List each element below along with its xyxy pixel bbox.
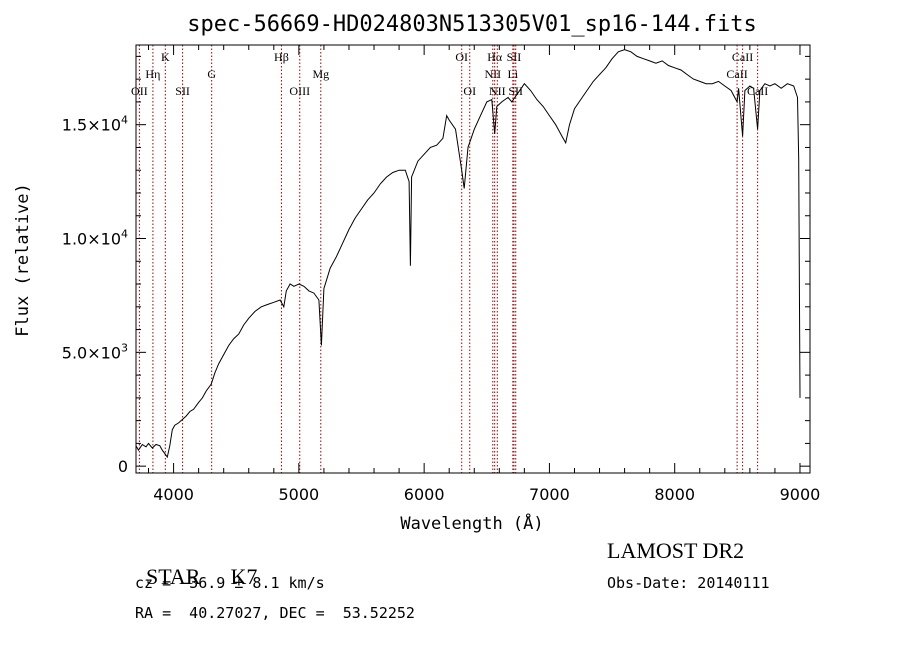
line-marker-label: SII <box>507 50 522 64</box>
line-marker-label: OIII <box>289 84 310 98</box>
line-marker-label: K <box>161 50 170 64</box>
line-marker-label: NII <box>484 67 501 81</box>
x-tick-label: 6000 <box>404 485 445 504</box>
line-marker-label: Hβ <box>274 50 289 64</box>
plot-frame <box>135 44 811 474</box>
y-axis-label: Flux (relative) <box>13 183 33 337</box>
x-axis: 4000 5000 6000 7000 8000 9000 <box>148 45 821 504</box>
x-tick-label: 9000 <box>780 485 821 504</box>
line-marker-label: OII <box>131 84 148 98</box>
object-class: STAR K7 <box>135 538 257 590</box>
x-tick-label: 8000 <box>654 485 695 504</box>
line-marker-label: CaII <box>732 50 753 64</box>
y-tick-label: 1.0×104 <box>62 228 128 249</box>
obs-date: Obs-Date: 20140111 <box>607 574 770 592</box>
line-marker-label: NII <box>489 84 506 98</box>
class-label: STAR <box>146 564 201 589</box>
x-axis-label: Wavelength (Å) <box>400 512 543 534</box>
spectrum-line <box>135 49 801 459</box>
x-tick-label: 4000 <box>153 485 194 504</box>
line-marker-label: CaII <box>726 67 747 81</box>
line-marker-label: Li <box>508 67 519 81</box>
y-tick-label: 0 <box>118 457 128 476</box>
line-marker-label: Mg <box>312 67 329 81</box>
line-marker-label: SII <box>508 84 523 98</box>
line-marker-label: OI <box>455 50 468 64</box>
line-marker-label: Hη <box>145 67 160 81</box>
line-marker-label: SII <box>175 84 190 98</box>
line-marker-label: Hα <box>487 50 503 64</box>
y-tick-label: 1.5×104 <box>62 114 128 135</box>
line-markers: OIIHηKSIIGHβOIIIMgOIOINIIHαNIILiSIISIICa… <box>131 45 768 473</box>
subclass-label: K7 <box>230 564 258 589</box>
survey-label: LAMOST DR2 <box>607 538 745 563</box>
y-tick-label: 5.0×103 <box>62 341 128 362</box>
chart-title: spec-56669-HD024803N513305V01_sp16-144.f… <box>187 12 757 37</box>
cz-text: cz = −36.9 ± 8.1 km/s <box>135 574 325 592</box>
x-tick-label: 5000 <box>279 485 320 504</box>
x-tick-label: 7000 <box>529 485 570 504</box>
line-marker-label: OI <box>463 84 476 98</box>
radec-text: RA = 40.27027, DEC = 53.52252 <box>135 604 415 622</box>
line-marker-label: G <box>207 67 216 81</box>
y-axis: 0 5.0×103 1.0×104 1.5×104 <box>62 55 810 476</box>
